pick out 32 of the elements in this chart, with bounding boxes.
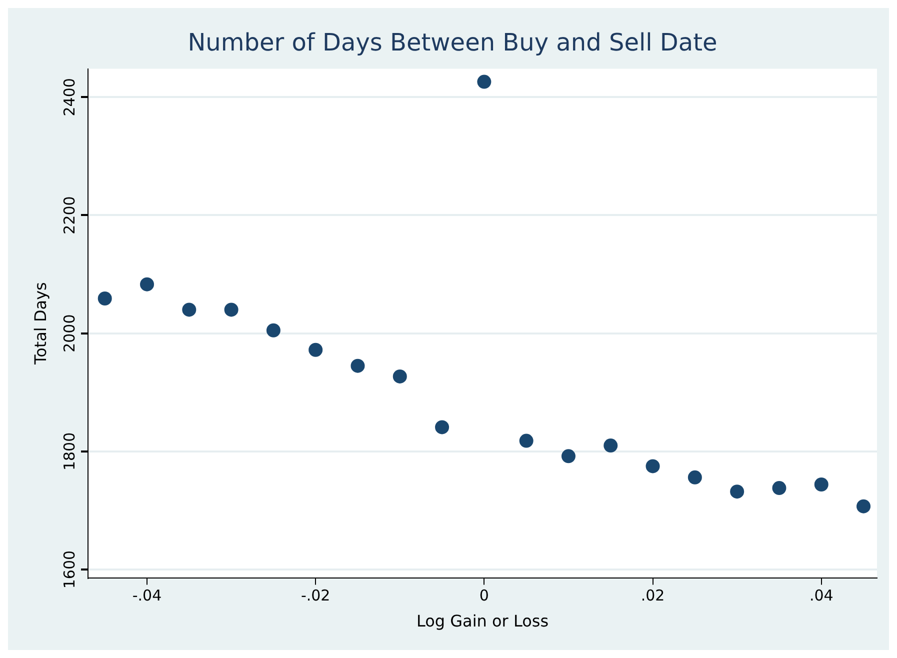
point (98, 292, 112, 306)
point (140, 277, 154, 292)
point (266, 323, 280, 338)
point (604, 438, 618, 453)
y-tick-label: 2200 (60, 196, 78, 234)
point (688, 470, 702, 484)
point (730, 484, 744, 499)
point (814, 478, 828, 492)
point (182, 302, 196, 317)
x-tick-label: .04 (809, 586, 834, 605)
y-tick-label: 2400 (60, 78, 78, 116)
y-tick-label: 1600 (60, 550, 78, 589)
point (224, 302, 238, 317)
point (308, 342, 323, 357)
x-axis-title: Log Gain or Loss (416, 612, 549, 631)
point (435, 420, 450, 434)
y-tick-label: 1800 (60, 432, 78, 471)
y-tick-label: 2000 (60, 314, 78, 352)
point (646, 459, 660, 474)
point (350, 358, 365, 373)
point (519, 434, 534, 448)
chart-title: Number of Days Between Buy and Sell Date (188, 28, 718, 57)
point (477, 74, 492, 89)
point (772, 481, 786, 496)
point (856, 499, 871, 514)
x-tick-label: -.02 (300, 586, 330, 605)
point (561, 449, 576, 464)
x-tick-label: 0 (479, 586, 489, 605)
x-tick-label: .02 (640, 586, 665, 605)
y-axis-title: Total Days (30, 282, 50, 366)
x-tick-label: -.04 (132, 586, 162, 605)
point (392, 369, 407, 384)
